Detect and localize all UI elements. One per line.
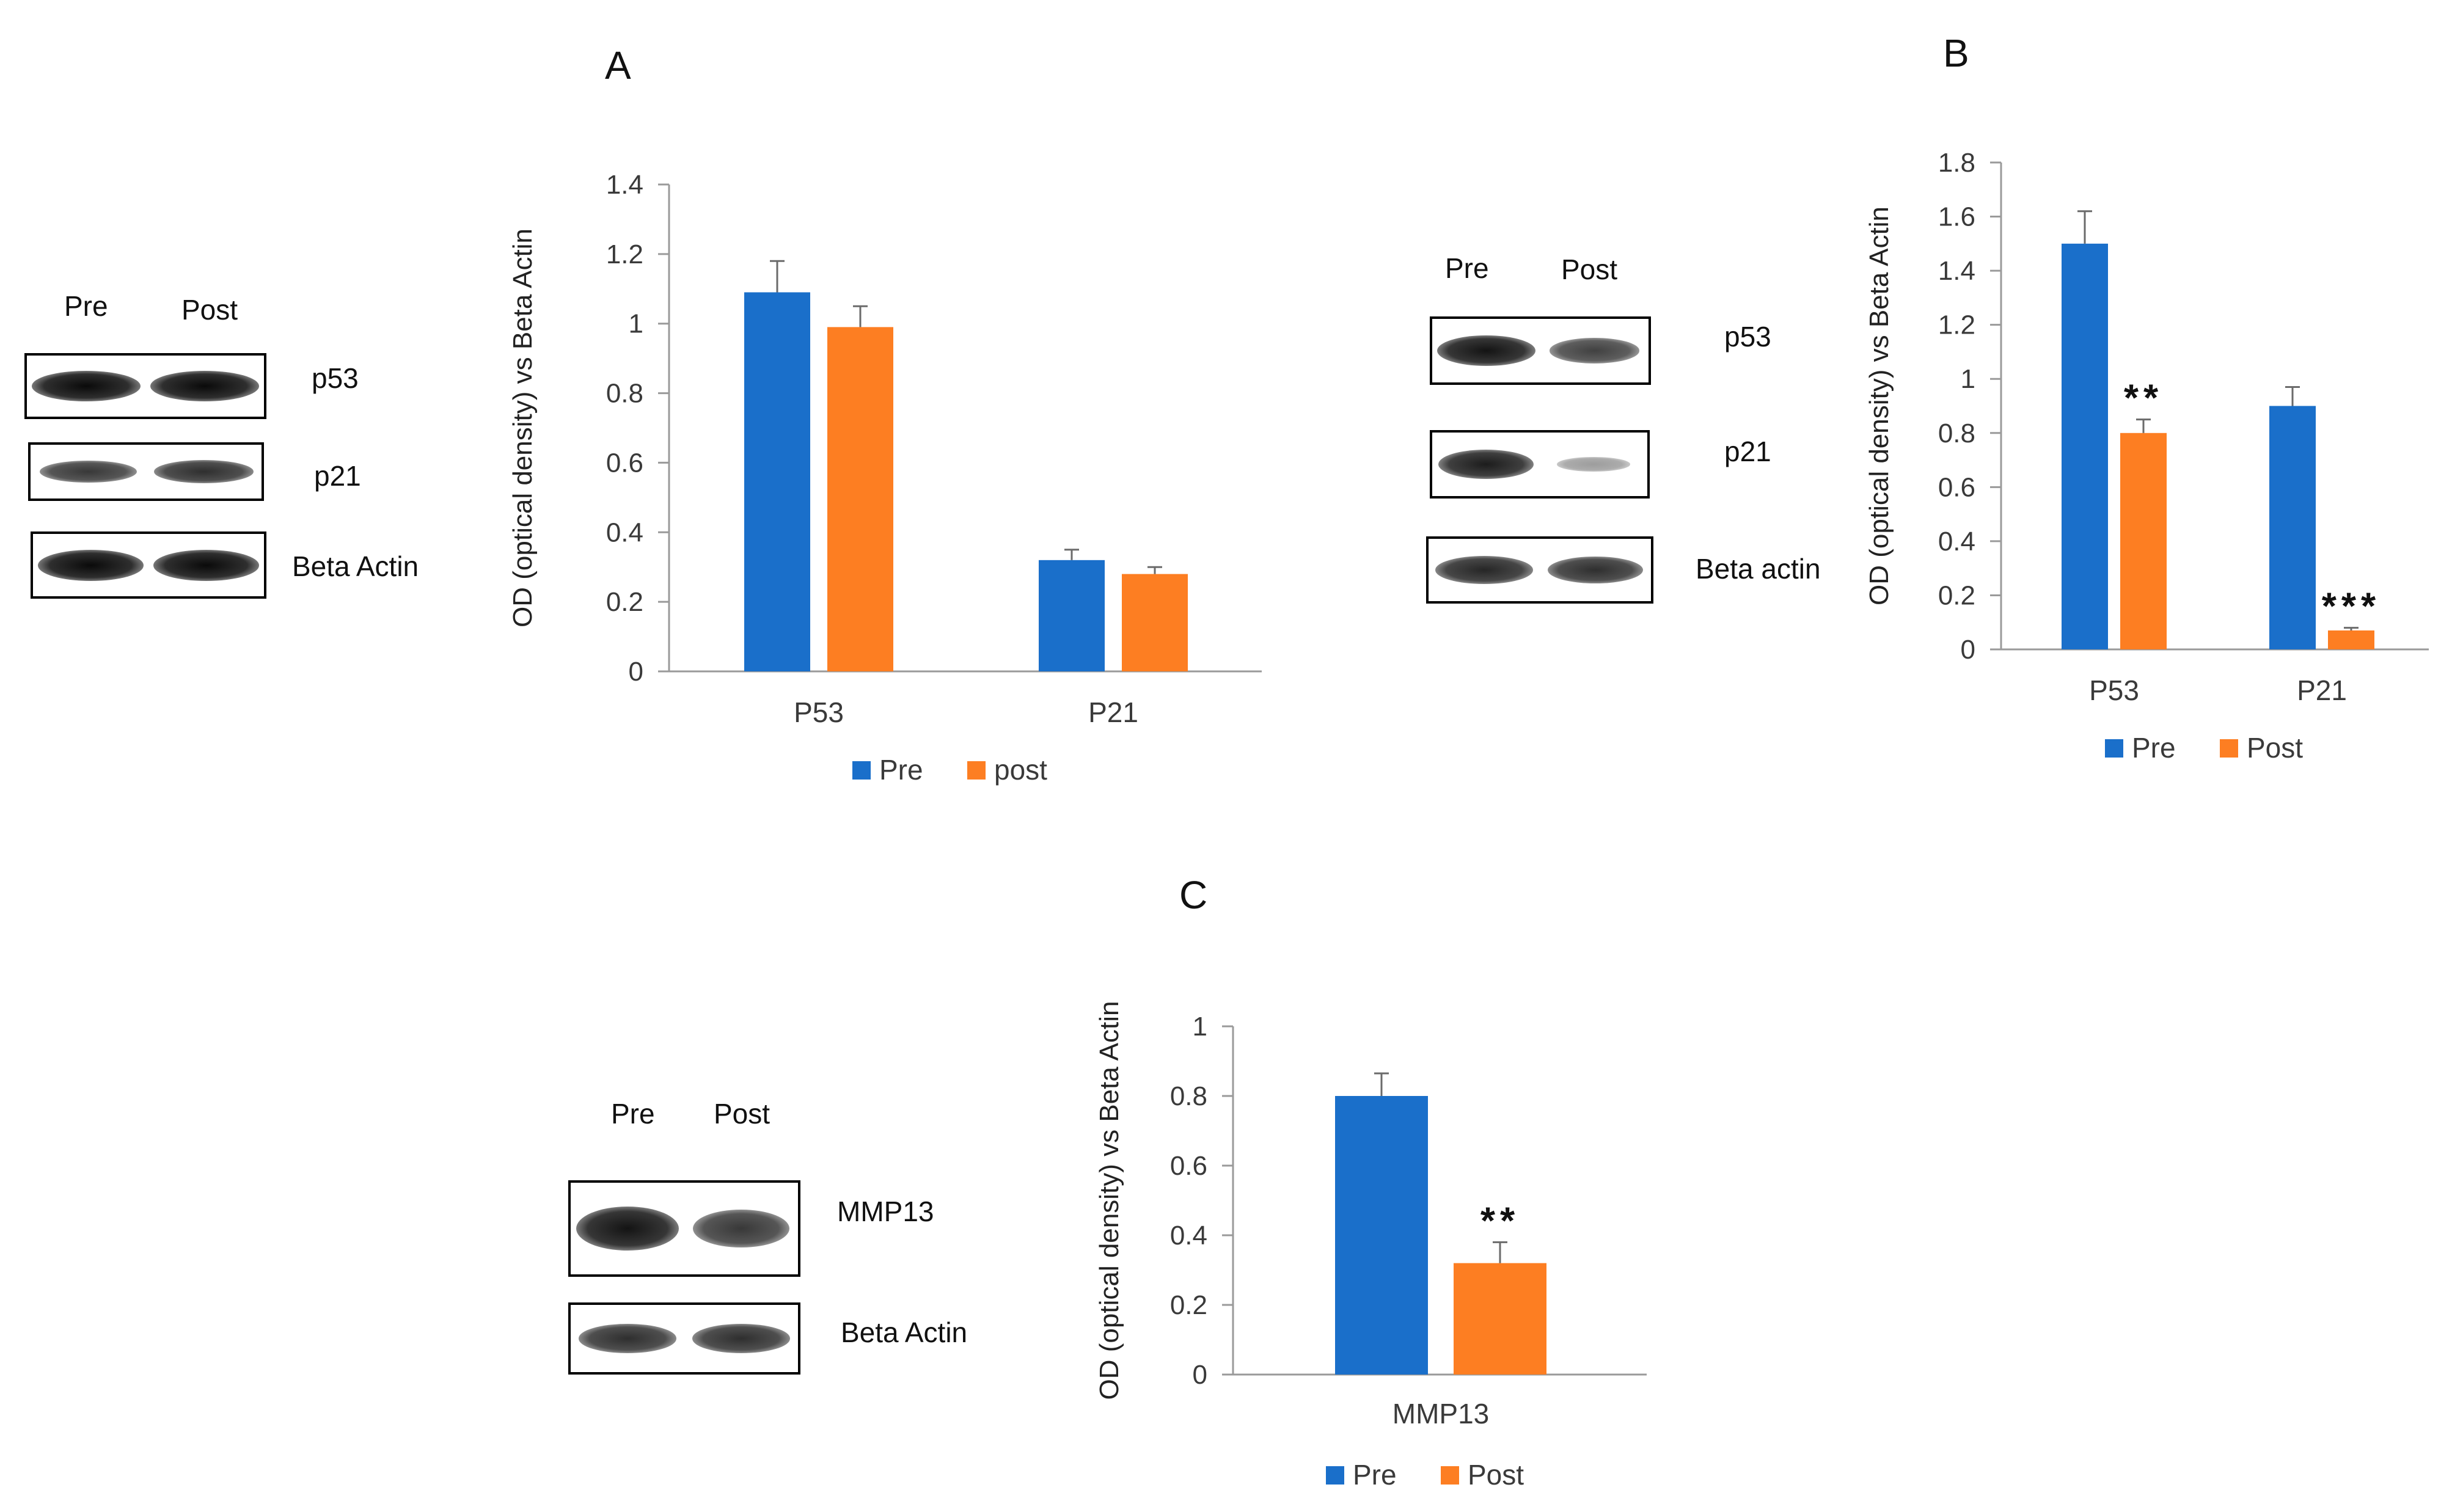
bar-pre-p53 — [2062, 243, 2108, 649]
blot-strip-mmp13 — [568, 1180, 800, 1277]
y-tick-label: 0.4 — [1170, 1221, 1207, 1251]
bar-post-p21 — [2328, 630, 2374, 649]
bar-post-p53 — [2120, 433, 2167, 649]
y-tick-label: 0.2 — [1938, 580, 1975, 610]
y-tick-label: 0 — [629, 657, 643, 687]
y-tick-label: 1 — [1961, 364, 1975, 394]
bar-pre-p21 — [2269, 406, 2316, 649]
significance-marker: *** — [2322, 586, 2381, 628]
bar-post-p21 — [1122, 574, 1188, 671]
x-tick-label: MMP13 — [1393, 1398, 1489, 1430]
y-tick-label: 1 — [1193, 1012, 1207, 1042]
y-tick-label: 0 — [1193, 1360, 1207, 1390]
y-tick-label: 1 — [629, 309, 643, 339]
blot-label-p21: p21 — [1724, 436, 1771, 467]
blot-strip-p53 — [24, 353, 266, 419]
bar-pre-p53 — [744, 292, 810, 671]
y-tick-label: 0.4 — [606, 517, 643, 547]
lane-label-pre: Pre — [64, 290, 108, 322]
panel-letter-a: A — [605, 43, 631, 87]
legend-swatch-post — [1441, 1466, 1459, 1485]
x-tick-label: P21 — [2297, 674, 2347, 706]
blot-band — [1547, 556, 1644, 584]
legend-label: Post — [1468, 1459, 1524, 1491]
blot-band — [31, 371, 141, 401]
blot-band — [150, 371, 260, 401]
blot-band — [693, 1209, 789, 1248]
y-tick-label: 1.2 — [606, 239, 643, 269]
y-tick-label: 0.4 — [1938, 527, 1975, 557]
blot-band — [1557, 457, 1630, 472]
legend-label: Pre — [1353, 1459, 1397, 1491]
y-tick-label: 0.6 — [1938, 472, 1975, 502]
blot-band — [1438, 449, 1534, 480]
blot-strip-p21 — [28, 442, 264, 501]
bar-post-mmp13 — [1454, 1263, 1546, 1375]
y-tick-label: 1.6 — [1938, 202, 1975, 232]
legend-label: Post — [2247, 732, 2303, 764]
y-tick-label: 0.6 — [1170, 1151, 1207, 1181]
legend-label: Pre — [879, 754, 923, 786]
blot-strip-p21 — [1430, 430, 1650, 499]
panel-letter-b: B — [1943, 31, 1969, 75]
y-tick-label: 0.8 — [1938, 418, 1975, 448]
bar-pre-p21 — [1039, 560, 1105, 671]
blot-strip-beta-actin — [1426, 536, 1653, 604]
bar-post-p53 — [827, 327, 893, 671]
blot-label-p53: p53 — [1724, 321, 1771, 352]
lane-label-post: Post — [714, 1098, 770, 1130]
legend-swatch-pre — [2105, 739, 2123, 758]
bar-pre-mmp13 — [1335, 1096, 1428, 1375]
y-axis-label: OD (optical density) vs Beta Actin — [508, 228, 538, 627]
y-tick-label: 1.8 — [1938, 148, 1975, 178]
blot-label-beta-actin: Beta actin — [1696, 553, 1821, 585]
y-tick-label: 0.8 — [606, 379, 643, 409]
blot-label-p21: p21 — [314, 460, 361, 492]
blot-band — [1550, 338, 1639, 363]
blot-band — [579, 1324, 676, 1353]
y-axis-label: OD (optical density) vs Beta Actin — [1094, 1001, 1124, 1400]
blot-label-p53: p53 — [312, 362, 359, 394]
blot-strip-p53 — [1430, 316, 1651, 385]
panel-letter-c: C — [1179, 873, 1208, 917]
legend-swatch-pre — [1326, 1466, 1344, 1485]
x-tick-label: P53 — [794, 696, 844, 728]
legend-label: post — [994, 754, 1047, 786]
blot-band — [154, 459, 254, 483]
x-tick-label: P21 — [1088, 696, 1138, 728]
lane-label-pre: Pre — [1445, 252, 1489, 284]
blot-band — [692, 1324, 790, 1353]
blot-strip-beta-actin — [31, 531, 266, 599]
legend-label: Pre — [2132, 732, 2176, 764]
lane-label-post: Post — [1561, 254, 1618, 285]
blot-label-beta-actin: Beta Actin — [841, 1317, 968, 1348]
blot-band — [39, 460, 137, 483]
blot-band — [1435, 556, 1533, 584]
significance-marker: ** — [2124, 378, 2163, 420]
x-tick-label: P53 — [2089, 674, 2139, 706]
y-tick-label: 0 — [1961, 635, 1975, 665]
blot-label-beta-actin: Beta Actin — [292, 550, 419, 582]
y-tick-label: 1.4 — [606, 170, 643, 200]
y-tick-label: 0.2 — [1170, 1290, 1207, 1320]
legend-swatch-post — [967, 761, 986, 780]
y-tick-label: 1.4 — [1938, 256, 1975, 286]
blot-label-mmp13: MMP13 — [837, 1196, 934, 1227]
blot-band — [37, 549, 144, 581]
blot-band — [576, 1206, 679, 1251]
y-tick-label: 0.8 — [1170, 1081, 1207, 1111]
significance-marker: ** — [1480, 1200, 1520, 1242]
y-axis-label: OD (optical density) vs Beta Actin — [1864, 206, 1894, 605]
legend-swatch-pre — [852, 761, 871, 780]
lane-label-post: Post — [181, 294, 238, 326]
y-tick-label: 0.6 — [606, 448, 643, 478]
legend-swatch-post — [2220, 739, 2238, 758]
blot-strip-beta-actin — [568, 1302, 800, 1375]
blot-band — [153, 549, 260, 581]
lane-label-pre: Pre — [611, 1098, 655, 1130]
blot-band — [1437, 335, 1535, 367]
y-tick-label: 1.2 — [1938, 310, 1975, 340]
y-tick-label: 0.2 — [606, 587, 643, 617]
